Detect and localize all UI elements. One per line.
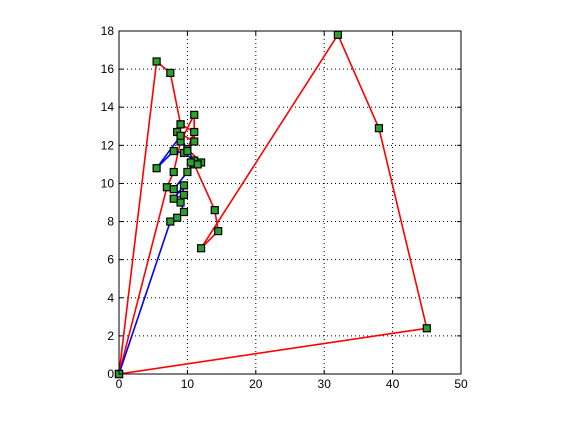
x-tick-label: 10 xyxy=(181,377,195,391)
data-point xyxy=(152,57,161,66)
y-tick-label: 4 xyxy=(107,291,114,305)
data-point xyxy=(179,207,189,217)
data-point xyxy=(214,226,223,236)
x-tick-label: 50 xyxy=(454,377,468,391)
data-point xyxy=(173,213,182,222)
y-tick-label: 14 xyxy=(101,100,115,114)
axis-ticks xyxy=(118,30,462,375)
y-tick-label: 16 xyxy=(101,62,115,76)
data-point xyxy=(162,183,171,192)
data-point xyxy=(183,167,192,177)
y-tick-labels: 0 2 4 6 8 10 12 14 16 18 xyxy=(101,24,115,381)
data-point xyxy=(193,160,202,169)
data-point xyxy=(179,190,189,199)
x-tick-labels: 0 10 20 30 40 50 xyxy=(116,377,468,391)
x-tick-label: 20 xyxy=(249,377,263,391)
plot-frame xyxy=(118,30,462,375)
data-point xyxy=(183,146,192,156)
y-tick-label: 18 xyxy=(101,24,115,38)
data-point xyxy=(169,194,178,203)
data-point xyxy=(152,164,161,173)
x-tick-label: 30 xyxy=(318,377,332,391)
x-tick-label: 40 xyxy=(386,377,400,391)
data-point xyxy=(422,324,431,333)
data-point xyxy=(190,110,199,119)
data-point xyxy=(190,137,199,146)
y-tick-label: 6 xyxy=(107,253,114,267)
data-point xyxy=(333,30,342,39)
data-point xyxy=(190,127,199,137)
data-point xyxy=(196,244,206,253)
y-tick-label: 12 xyxy=(101,138,115,152)
data-point xyxy=(166,68,175,78)
y-tick-label: 2 xyxy=(107,329,114,343)
data-point xyxy=(210,206,219,215)
data-point xyxy=(169,167,178,177)
x-tick-label: 0 xyxy=(116,377,123,391)
data-point xyxy=(186,158,195,167)
y-tick-label: 0 xyxy=(107,367,114,381)
y-tick-label: 8 xyxy=(107,215,114,229)
data-point xyxy=(176,131,185,140)
data-point xyxy=(176,198,185,207)
data-point xyxy=(169,185,178,194)
data-point xyxy=(374,124,384,133)
data-point xyxy=(176,120,185,129)
data-point xyxy=(166,217,175,226)
y-tick-label: 10 xyxy=(101,176,115,190)
data-point xyxy=(169,146,178,156)
data-point xyxy=(179,181,189,190)
